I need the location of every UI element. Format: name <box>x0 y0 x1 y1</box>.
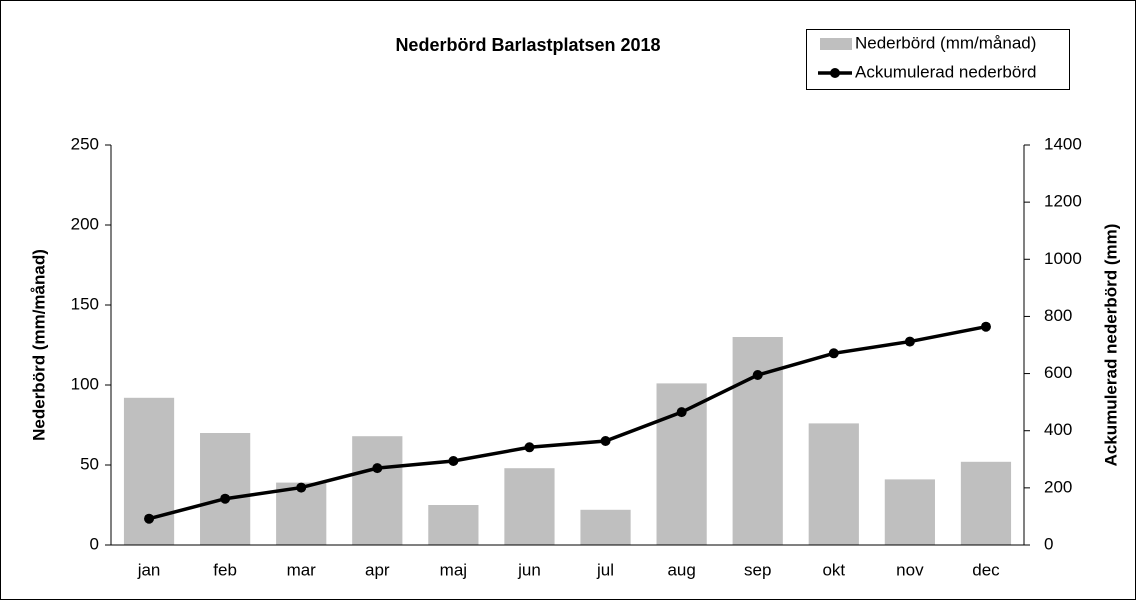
bar <box>884 479 935 545</box>
x-tick-label: maj <box>440 560 467 579</box>
line-point <box>676 407 687 418</box>
bar <box>580 509 631 545</box>
x-tick-label: okt <box>822 560 845 579</box>
y2-tick-label: 1400 <box>1044 134 1082 153</box>
y-tick-label: 100 <box>71 374 99 393</box>
legend-label: Ackumulerad nederbörd <box>855 62 1036 81</box>
y-tick-label: 0 <box>90 534 99 553</box>
x-tick-label: nov <box>896 560 924 579</box>
bar <box>200 433 251 545</box>
line-point <box>752 370 763 380</box>
bar <box>428 505 479 545</box>
bar <box>276 482 327 545</box>
y-tick-label: 150 <box>71 294 99 313</box>
line-point <box>828 348 839 359</box>
y-tick-label: 200 <box>71 214 99 233</box>
legend-swatch <box>820 38 852 50</box>
x-tick-label: jun <box>517 560 541 579</box>
y2-tick-label: 0 <box>1044 534 1053 553</box>
line-point <box>144 513 155 524</box>
line-point <box>904 336 915 347</box>
legend-swatch <box>830 68 840 78</box>
x-tick-label: aug <box>667 560 695 579</box>
y2-axis-label: Ackumulerad nederbörd (mm) <box>1101 224 1120 467</box>
y2-tick-label: 400 <box>1044 420 1072 439</box>
y2-tick-label: 200 <box>1044 477 1072 496</box>
x-tick-label: sep <box>744 560 771 579</box>
legend-label: Nederbörd (mm/månad) <box>855 33 1036 52</box>
y-tick-label: 250 <box>71 134 99 153</box>
line-point <box>448 456 459 466</box>
x-tick-label: feb <box>213 560 237 579</box>
y2-tick-label: 1200 <box>1044 192 1082 211</box>
bar <box>808 423 859 545</box>
bar <box>960 461 1012 545</box>
x-tick-label: apr <box>365 560 390 579</box>
line-point <box>296 482 307 493</box>
bar <box>352 436 403 545</box>
line-point <box>524 442 535 453</box>
line-point <box>600 436 611 446</box>
chart-title: Nederbörd Barlastplatsen 2018 <box>395 35 660 55</box>
y2-tick-label: 600 <box>1044 363 1072 382</box>
line-point <box>372 463 383 474</box>
y-tick-label: 50 <box>80 454 99 473</box>
y2-tick-label: 800 <box>1044 306 1072 325</box>
line-point <box>220 493 231 504</box>
line <box>148 324 987 521</box>
line-point <box>980 321 991 332</box>
y2-tick-label: 1000 <box>1044 249 1082 268</box>
x-tick-label: dec <box>972 560 1000 579</box>
x-tick-label: mar <box>287 560 317 579</box>
bar <box>504 468 555 545</box>
x-tick-label: jul <box>596 560 614 579</box>
y-axis-label: Nederbörd (mm/månad) <box>29 249 48 441</box>
x-tick-label: jan <box>137 560 161 579</box>
